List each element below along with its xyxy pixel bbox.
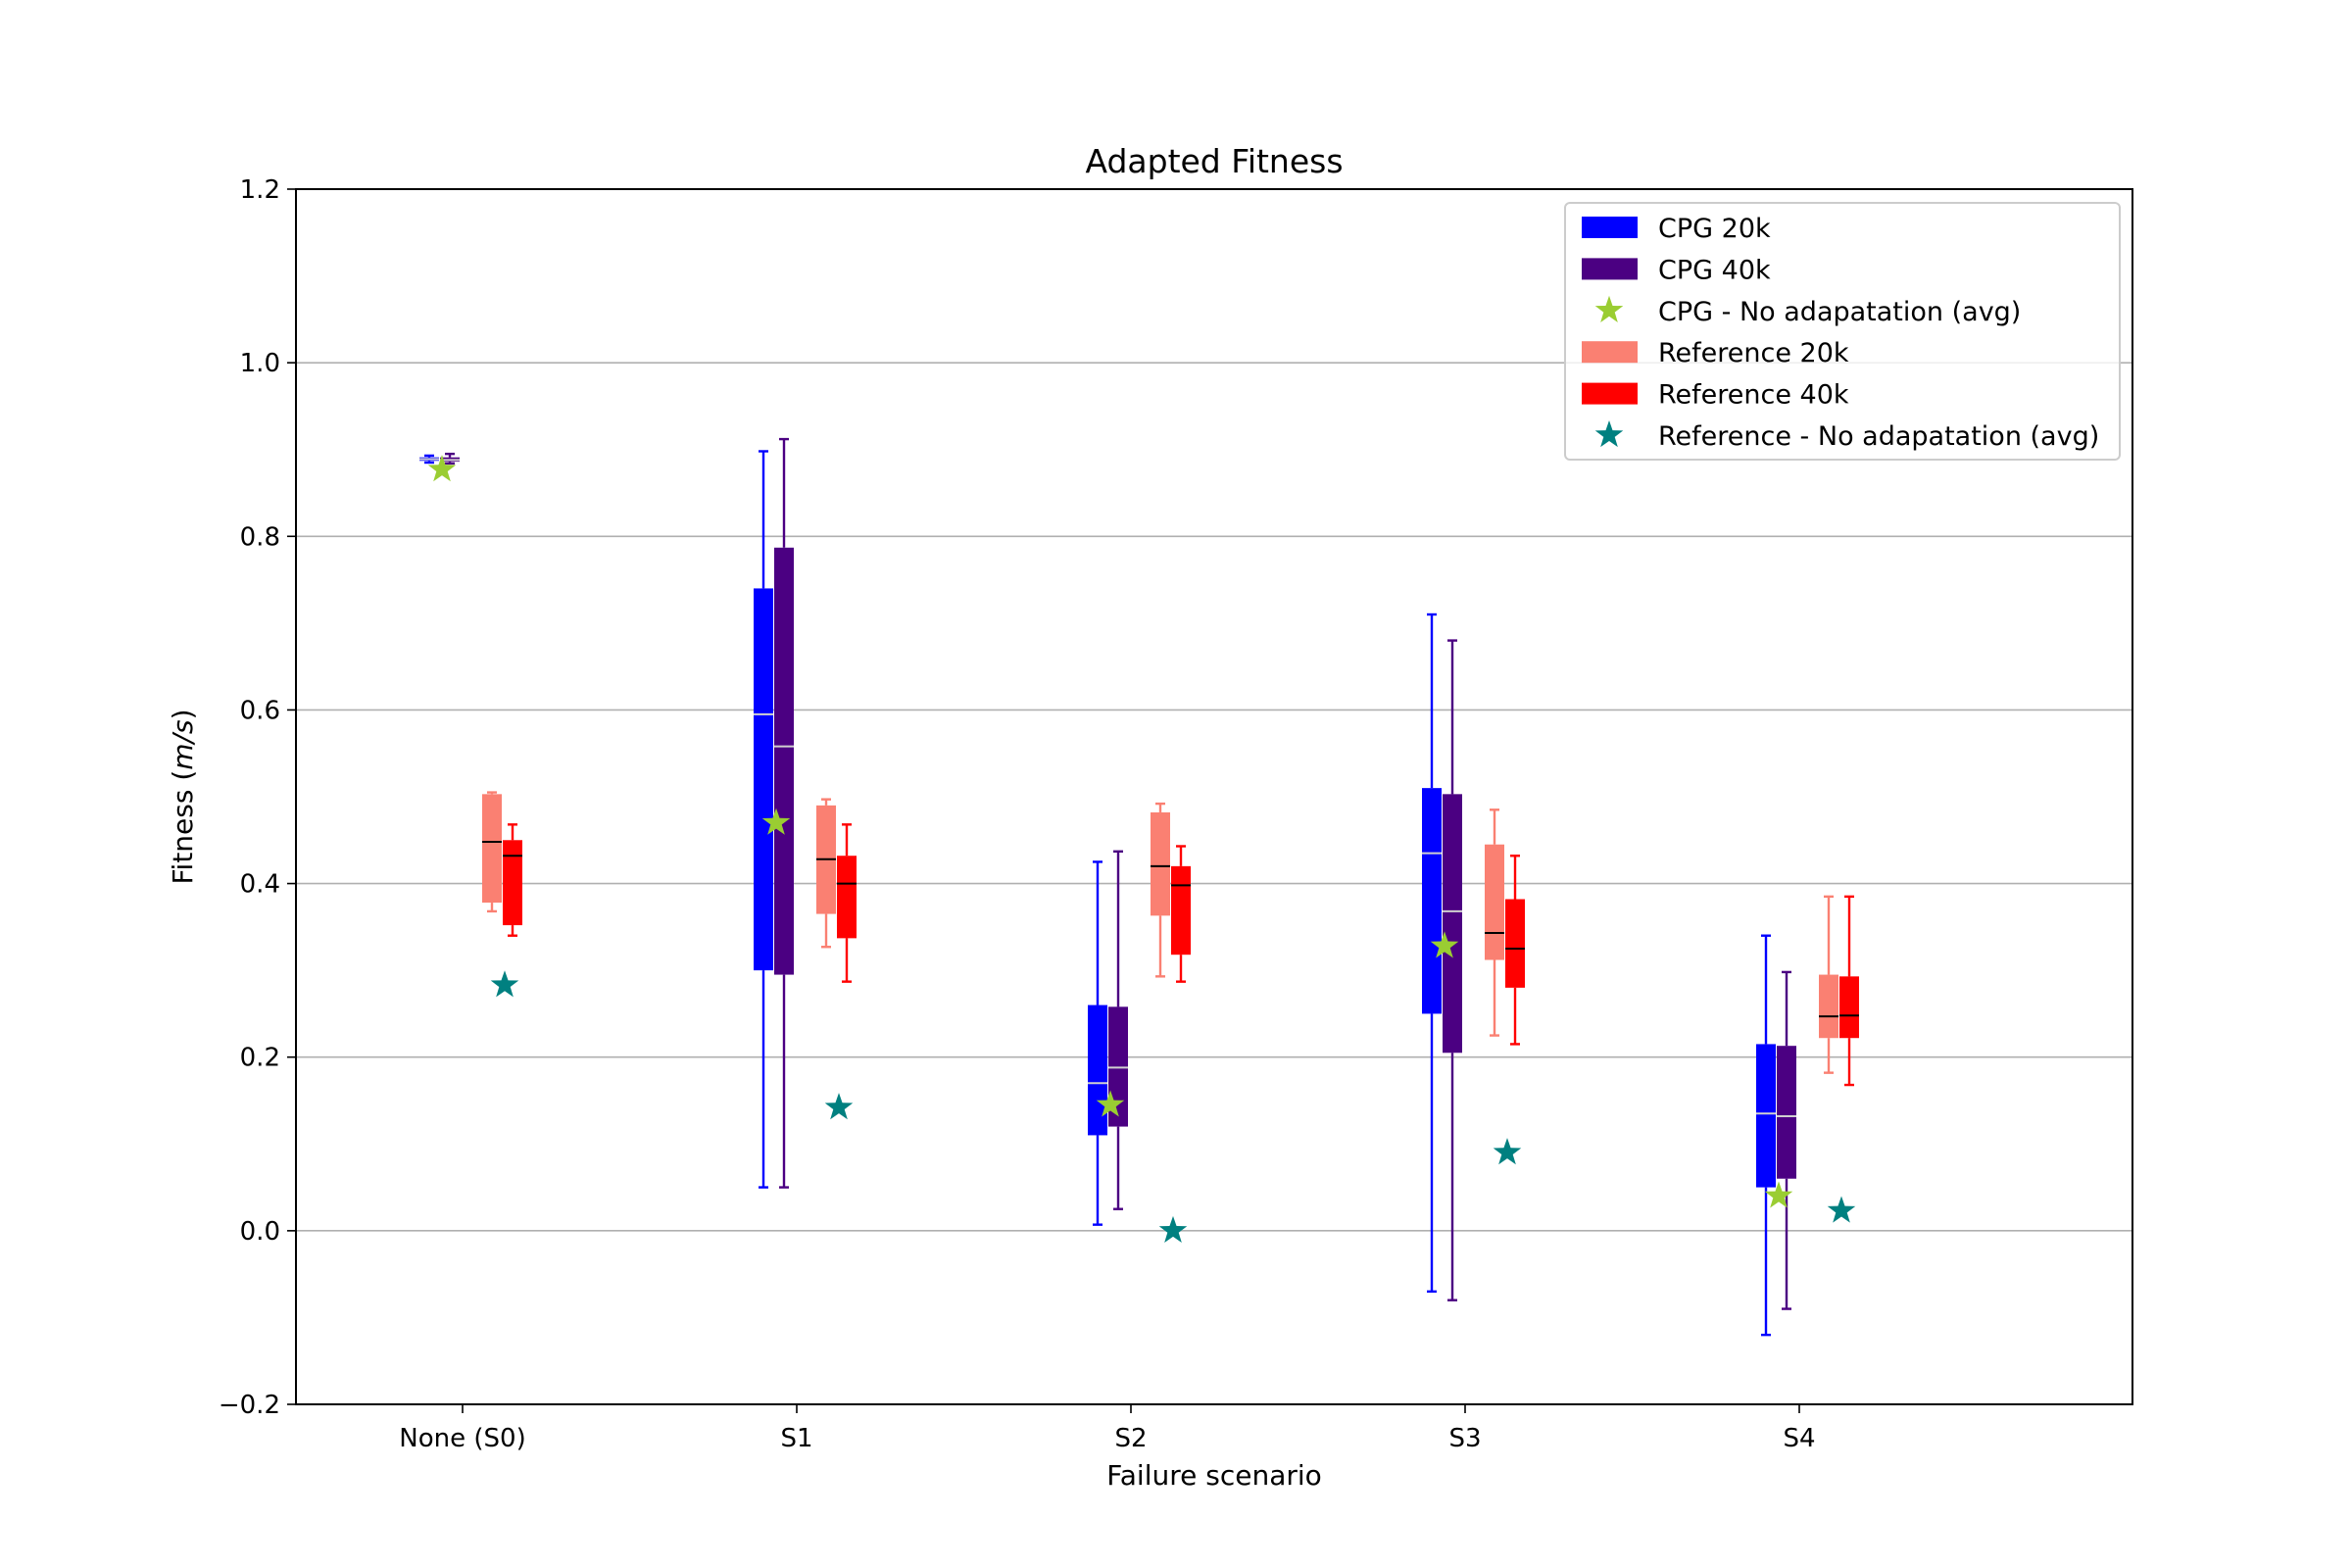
y-axis-label-prefix: Fitness ( (167, 770, 199, 885)
y-tick-label: 0.4 (240, 870, 280, 900)
box-cpg-40k (774, 437, 794, 1189)
legend-label-reference-40k: Reference 40k (1658, 380, 1849, 411)
plot-frame (295, 188, 2133, 1405)
legend-label-cpg-40k: CPG 40k (1658, 255, 1771, 285)
marker-reference-no-adapatation-avg (1493, 1138, 1522, 1165)
gridlines (296, 362, 2132, 1232)
box-body (1151, 811, 1170, 916)
marker-cpg-no-adapatation-avg (1430, 931, 1459, 958)
box-body (754, 588, 773, 971)
marker-cpg-no-adapatation-avg (761, 808, 791, 835)
x-axis-label: Failure scenario (1106, 1459, 1322, 1492)
marker-reference-no-adapatation-avg (824, 1093, 854, 1120)
box-body (1171, 865, 1191, 956)
y-axis-label: Fitness (m/s) (167, 709, 199, 884)
x-axis-ticks: None (S0) S1 S2 S3 S4 (399, 1404, 1816, 1453)
box-body (1839, 976, 1859, 1039)
legend-label-cpg-no-adapatation-avg: CPG - No adapatation (avg) (1658, 297, 2021, 327)
chart-title: Adapted Fitness (1085, 142, 1343, 180)
box-reference-20k (482, 791, 502, 913)
box-body (1422, 788, 1442, 1014)
box-cpg-20k (419, 454, 439, 465)
plot-marks (419, 437, 1859, 1337)
legend-marker-reference-no-adapatation-avg (1594, 420, 1624, 448)
box-reference-20k (816, 798, 836, 949)
legend-label-reference-20k: Reference 20k (1658, 338, 1849, 368)
y-tick-label: 0.8 (240, 522, 280, 552)
x-tick-label: S1 (780, 1424, 812, 1453)
x-tick-label: S4 (1783, 1424, 1815, 1453)
box-cpg-40k (1108, 850, 1128, 1210)
y-tick-label: 0.6 (240, 696, 280, 725)
legend: CPG 20k CPG 40k CPG - No adapatation (avg)… (1564, 202, 2121, 461)
y-tick-label: −0.2 (219, 1391, 280, 1420)
box-body (837, 856, 857, 939)
box-cpg-40k (1443, 639, 1462, 1301)
box-body (1819, 974, 1838, 1039)
legend-label-cpg-20k: CPG 20k (1658, 214, 1771, 244)
box-cpg-40k (1777, 970, 1796, 1310)
y-axis-label-unit: m/s (167, 719, 199, 769)
x-tick-label: S3 (1448, 1424, 1481, 1453)
box-reference-40k (837, 823, 857, 983)
box-body (482, 794, 502, 904)
legend-swatch-reference-20k (1582, 341, 1638, 364)
y-tick-label: 1.0 (240, 349, 280, 378)
x-tick-label: None (S0) (399, 1424, 525, 1453)
legend-frame (1564, 202, 2121, 461)
box-body (1756, 1044, 1776, 1188)
box-body (1088, 1004, 1107, 1136)
box-body (1505, 899, 1525, 988)
x-tick-label: S2 (1114, 1424, 1147, 1453)
box-reference-40k (503, 823, 522, 937)
box-reference-20k (1151, 802, 1170, 978)
y-tick-label: 1.2 (240, 175, 280, 205)
box-cpg-20k (754, 450, 773, 1189)
legend-swatch-cpg-20k (1582, 217, 1638, 238)
marker-reference-no-adapatation-avg (1827, 1196, 1856, 1223)
box-reference-40k (1839, 895, 1859, 1087)
box-reference-40k (1171, 845, 1191, 983)
box-body (774, 547, 794, 975)
legend-swatch-reference-40k (1582, 382, 1638, 405)
box-reference-20k (1485, 808, 1504, 1037)
box-body (503, 840, 522, 926)
marker-reference-no-adapatation-avg (1158, 1215, 1188, 1243)
box-body (1777, 1046, 1796, 1179)
legend-swatch-cpg-40k (1582, 258, 1638, 280)
legend-items: CPG 20k CPG 40k CPG - No adapatation (avg)… (1582, 214, 2099, 452)
y-tick-label: 0.0 (240, 1217, 280, 1247)
y-axis-ticks: −0.2 0.0 0.2 0.4 0.6 0.8 1.0 1.2 (219, 175, 296, 1420)
box-body (1443, 794, 1462, 1054)
box-reference-20k (1819, 895, 1838, 1074)
legend-label-reference-no-adapatation-avg: Reference - No adapatation (avg) (1658, 421, 2099, 452)
box-cpg-20k (1756, 934, 1776, 1337)
legend-marker-cpg-no-adapatation-avg (1594, 295, 1624, 322)
box-body (1485, 844, 1504, 960)
marker-reference-no-adapatation-avg (490, 970, 519, 998)
y-tick-label: 0.2 (240, 1044, 280, 1073)
y-axis-label-suffix: ) (167, 709, 199, 719)
marker-cpg-no-adapatation-avg (1764, 1181, 1793, 1208)
box-reference-40k (1505, 855, 1525, 1046)
box-cpg-20k (1088, 860, 1107, 1226)
marker-cpg-no-adapatation-avg (427, 455, 457, 482)
marker-cpg-no-adapatation-avg (1096, 1090, 1125, 1117)
